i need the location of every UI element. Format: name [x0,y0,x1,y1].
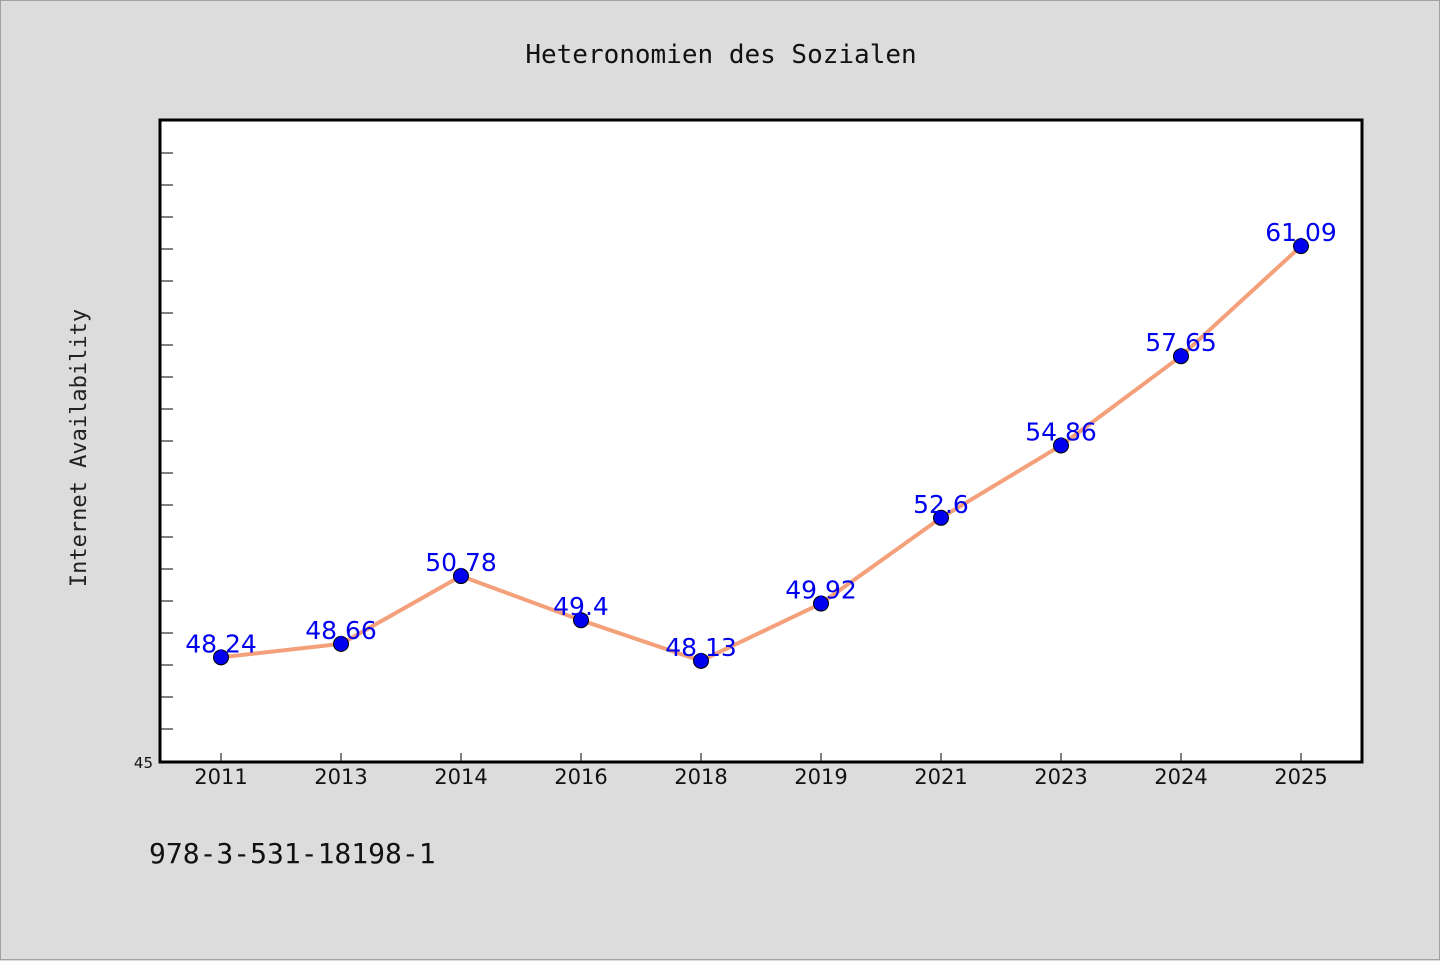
y-tick-label-min: 45 [134,754,153,772]
x-tick-label: 2011 [194,765,247,789]
data-label: 49.92 [785,576,857,605]
data-point [1173,348,1189,365]
x-axis: 2011 2013 2014 2016 2018 2019 2021 2023 2024 2025 [194,753,1328,789]
data-label: 50.78 [425,548,497,577]
x-tick-label: 2013 [314,765,367,789]
data-label: 49.4 [553,592,609,621]
data-label: 48.66 [305,616,377,645]
data-point [1053,437,1069,454]
series-line-layer [220,244,1303,663]
data-point [573,612,589,629]
y-axis-ticks [161,152,173,730]
plot-area [158,118,1364,764]
x-tick-label: 2019 [794,765,847,789]
data-point [213,649,229,666]
x-tick-label: 2023 [1034,765,1087,789]
x-tick-label: 2014 [434,765,487,789]
data-label: 61.09 [1265,218,1337,247]
chart-title: Heteronomien des Sozialen [525,40,916,70]
x-tick-label: 2024 [1154,765,1207,789]
data-point [333,635,349,652]
data-label: 48.24 [185,629,257,658]
data-label: 57.65 [1145,328,1217,357]
data-point [453,568,469,585]
marker-layer [213,238,1309,669]
data-label: 52.6 [913,490,969,519]
x-tick-label: 2025 [1274,765,1327,789]
data-label-layer: 48.24 48.66 50.78 49.4 48.13 49.92 52.6 54.86 57… [185,218,1337,662]
data-point [693,652,709,669]
data-point [1293,238,1309,255]
data-label: 54.86 [1025,417,1097,446]
data-point [933,509,949,526]
y-axis-label: Internet Availability [67,309,92,587]
x-tick-label: 2016 [554,765,607,789]
x-tick-label: 2018 [674,765,727,789]
footer-isbn: 978-3-531-18198-1 [149,837,436,870]
data-point [813,595,829,612]
series-line [220,244,1303,663]
x-tick-label: 2021 [914,765,967,789]
data-label: 48.13 [665,633,737,662]
